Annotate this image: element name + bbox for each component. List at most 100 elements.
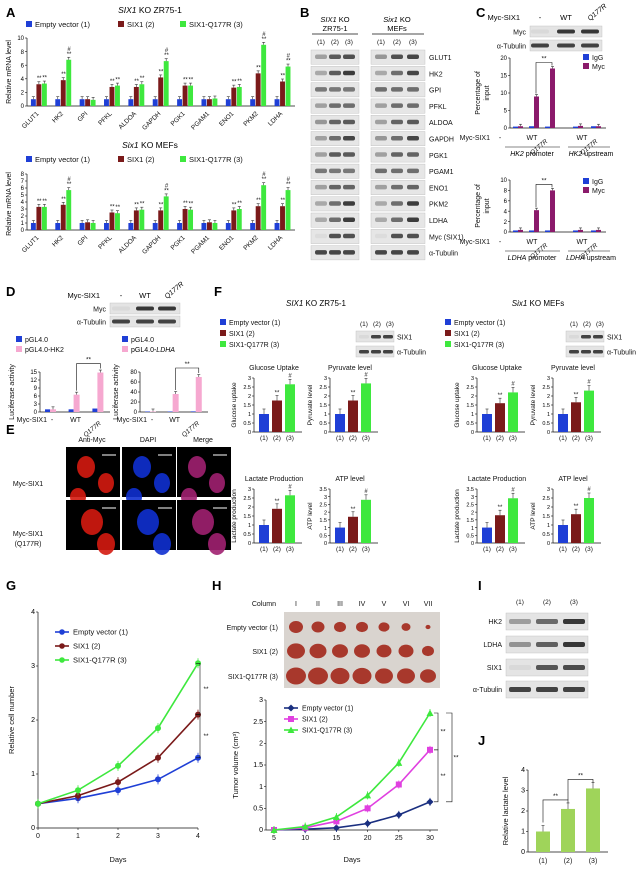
d-dash: -: [120, 291, 123, 300]
f-sig2: #: [511, 487, 515, 493]
d-ldha-sig-bracket: [175, 367, 200, 390]
a-top-xlabel-GLUT1: GLUT1: [21, 110, 41, 130]
f-xlabel-F_ZR_pyr-2: (3): [362, 435, 370, 442]
h-legend-label-3: SIX1-Q177R (3): [302, 728, 352, 735]
c-hk2-ytick-label: 10: [500, 91, 507, 97]
c-upstream-suffix: upstream: [585, 255, 616, 262]
h-tumor: [352, 667, 372, 685]
c-upstream-gene: LDHA: [566, 255, 585, 262]
f-legend-label-2: SIX1 (2): [229, 331, 255, 338]
a-top-sig2: #: [287, 54, 291, 60]
b-band: [375, 136, 387, 141]
g-point-2: [75, 792, 81, 799]
c-x-myc-six1: Myc-SIX1: [460, 135, 490, 142]
a-bottom-bar-GAPDH-3: [163, 196, 169, 230]
d-legend-ldha-gene: LDHA: [156, 347, 175, 354]
f-xlabel-F_ZR_glu-2: (3): [286, 435, 294, 442]
b-band: [315, 54, 327, 59]
h-sig-1: **: [440, 728, 446, 735]
b-band: [329, 136, 341, 141]
b-band: [329, 87, 341, 92]
a-bottom-bar-LDHA-1: [274, 223, 280, 230]
f-xlabel-F_MEF_atp-2: (3): [585, 546, 593, 553]
b-row-label-0: GLUT1: [429, 55, 452, 62]
a-top-sig: **: [232, 80, 237, 86]
h-tumor: [286, 667, 306, 685]
g-ytick-label: 4: [31, 609, 35, 616]
f-xlabel-F_MEF_pyr-0: (1): [559, 435, 567, 442]
c-dash: -: [539, 13, 542, 22]
f-legend-swatch-2: [220, 330, 226, 336]
a-legend-swatch-3: [180, 21, 186, 27]
h-point-3: [364, 791, 372, 799]
f-F_ZR_glu-ytick-label: 3: [248, 376, 251, 382]
f-bar-F_MEF_lac-3: [508, 498, 518, 543]
f-blot-label-right-0: SIX1: [607, 335, 622, 342]
h-column-roman-0: I: [295, 601, 297, 608]
a-top-xlabel-GAPDH: GAPDH: [141, 110, 163, 132]
f-F_ZR_pyr-ytick-label: 2.5: [319, 385, 327, 391]
g-point-3: [35, 800, 41, 807]
i-row-label-3: α-Tubulin: [473, 687, 502, 694]
f-bar-F_ZR_atp-3: [361, 499, 371, 543]
b-row-label-11: Myc (SIX1): [429, 234, 464, 241]
b-col2-title: Six1 KO: [383, 15, 411, 24]
b-row-label-8: ENO1: [429, 185, 448, 192]
h-point-3: [395, 759, 403, 766]
a-top-ytick-label: 10: [17, 36, 24, 42]
a-top-xlabel-GPI: GPI: [76, 110, 89, 123]
b-band: [343, 119, 355, 125]
h-column-roman-2: III: [337, 601, 343, 608]
b-band: [315, 250, 327, 255]
h-tumor: [289, 621, 303, 633]
a-bottom-sig: **: [42, 199, 47, 205]
f-F_MEF_atp-ytick-label: 1: [547, 523, 550, 529]
d-ldha-bar-construct: [172, 394, 179, 412]
b-band: [315, 184, 327, 190]
a-top-bar-LDHA-1: [274, 99, 280, 106]
d-hk2-sig: **: [86, 357, 92, 364]
b-band: [407, 168, 419, 174]
d-legend-swatch-ldha: [122, 346, 128, 352]
f-bar-F_MEF_lac-1: [482, 527, 492, 543]
a-top-sig: **: [42, 76, 47, 82]
a-bottom-sig: **: [110, 205, 115, 211]
g-legend-marker-2: [59, 643, 65, 649]
f-F_ZR_glu-ytick-label: 2.5: [243, 385, 251, 391]
a-legend-label-3: SIX1-Q177R (3): [189, 20, 243, 29]
a-top-xlabel-PGAM1: PGAM1: [190, 110, 211, 131]
d-ldha-bar-construct: [150, 411, 156, 412]
a-top-bar-GLUT1-3: [41, 83, 47, 106]
f-band: [371, 335, 381, 339]
a-top-bar-PFKL-2: [109, 86, 115, 106]
h-sig-3: **: [453, 754, 459, 761]
f-F_MEF_lac-ytick-label: 1: [471, 526, 474, 532]
f-legend-label-1: Empty vector (1): [454, 320, 505, 327]
b-band: [407, 152, 419, 157]
a-top-bar-GLUT1-2: [36, 84, 42, 106]
b-band: [343, 152, 355, 157]
h-ytick-label: 3: [259, 697, 263, 704]
g-ytick-label: 3: [31, 663, 35, 670]
h-tumor: [378, 622, 390, 632]
b-band: [315, 233, 327, 239]
f-F_MEF_lac-ytick-label: 3.5: [466, 487, 474, 493]
b-band: [329, 152, 341, 157]
f-F_ZR_atp-ytick-label: 3: [324, 495, 327, 501]
h-line-1: [273, 801, 431, 831]
f-blot-lane-left-0: (1): [360, 321, 368, 328]
panel-letter-a: A: [6, 5, 16, 20]
b-band: [391, 168, 403, 174]
h-column-roman-3: IV: [359, 601, 366, 608]
f-band: [593, 350, 603, 354]
a-bottom-xlabel-GLUT1: GLUT1: [21, 234, 41, 254]
f-xlabel-F_MEF_pyr-2: (3): [585, 435, 593, 442]
a-bottom-bar-PGAM1-1: [201, 223, 207, 230]
a-bottom-bar-ALDOA-3: [139, 209, 145, 230]
b-band: [343, 201, 355, 206]
f-title-F_ZR_lac: Lactate Production: [245, 476, 303, 483]
b-band: [391, 136, 403, 141]
a-top-sig2: #: [262, 32, 266, 38]
b-band: [407, 250, 419, 255]
h-line-3: [273, 712, 431, 831]
